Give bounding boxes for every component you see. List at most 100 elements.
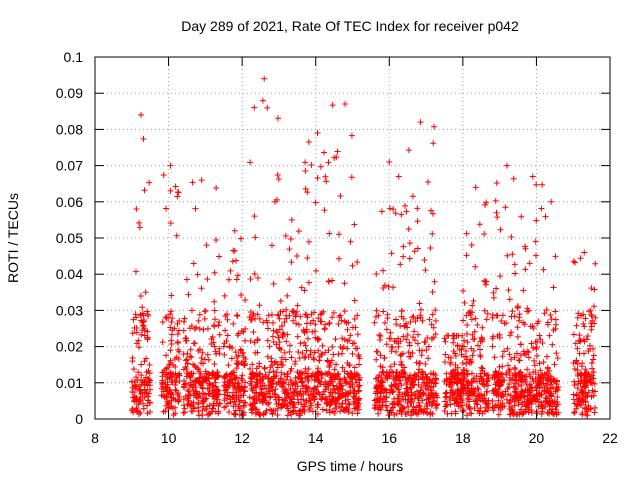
y-tick-label: 0.04 [56,266,83,282]
data-point [274,311,281,318]
data-point [505,287,512,294]
data-point [459,369,466,376]
x-tick-label: 12 [234,430,250,446]
x-tick-label: 14 [308,430,324,446]
data-point [220,343,227,350]
data-point [542,394,549,401]
data-point [533,344,540,351]
data-point [410,403,417,410]
data-point [494,312,501,319]
data-point [319,350,326,357]
data-point [283,338,290,345]
data-point [504,345,511,352]
data-point [547,373,554,380]
data-point [400,253,407,260]
data-point [133,314,140,321]
data-point [287,236,294,243]
data-point [532,238,539,245]
x-tick-label: 22 [602,430,618,446]
data-point [174,320,181,327]
data-point [137,111,144,118]
data-point [200,326,207,333]
data-point [356,382,363,389]
data-point [322,378,329,385]
data-point [301,287,308,294]
data-point [413,373,420,380]
data-point [538,205,545,212]
chart-title: Day 289 of 2021, Rate Of TEC Index for r… [181,18,519,34]
data-point [529,173,536,180]
data-point [316,379,323,386]
data-point [347,238,354,245]
data-point [582,366,589,373]
data-point [506,351,513,358]
data-point [522,243,529,250]
data-point [252,405,259,412]
y-tick-label: 0.02 [56,339,83,355]
data-point [418,306,425,313]
data-point [269,387,276,394]
data-point [452,376,459,383]
data-point [571,410,578,417]
data-point [165,314,172,321]
data-point [208,340,215,347]
data-point [334,148,341,155]
data-point [376,337,383,344]
data-point [278,322,285,329]
data-point [401,371,408,378]
data-point [553,350,560,357]
data-point [406,353,413,360]
data-point [428,336,435,343]
data-point [283,387,290,394]
data-point [242,296,249,303]
data-point [451,390,458,397]
data-point [260,392,267,399]
data-point [589,317,596,324]
data-point [196,368,203,375]
data-point [337,393,344,400]
data-point [482,397,489,404]
data-point [578,387,585,394]
data-point [276,315,283,322]
data-point [300,326,307,333]
data-point [273,328,280,335]
data-point [138,331,145,338]
data-point [523,351,530,358]
data-point [573,322,580,329]
data-point [391,338,398,345]
data-point [251,339,258,346]
data-point [499,363,506,370]
data-point [373,348,380,355]
data-point [355,400,362,407]
data-point [254,274,261,281]
data-point [302,159,309,166]
data-point [534,338,541,345]
data-point [549,384,556,391]
data-point [198,285,205,292]
data-point [425,179,432,186]
data-point [173,232,180,239]
data-point [430,383,437,390]
data-point [463,361,470,368]
data-point [448,354,455,361]
data-point [533,217,540,224]
data-point [552,316,559,323]
data-point [584,393,591,400]
data-point [477,353,484,360]
data-point [321,207,328,214]
data-point [382,386,389,393]
data-point [163,205,170,212]
data-point [211,316,218,323]
data-point [411,328,418,335]
data-point [374,396,381,403]
data-point [318,318,325,325]
data-point [229,380,236,387]
data-point [317,163,324,170]
y-tick-label: 0.1 [64,49,84,65]
data-point [266,343,273,350]
data-point [505,391,512,398]
data-point [238,328,245,335]
data-point [533,391,540,398]
data-point [385,283,392,290]
data-point [463,330,470,337]
